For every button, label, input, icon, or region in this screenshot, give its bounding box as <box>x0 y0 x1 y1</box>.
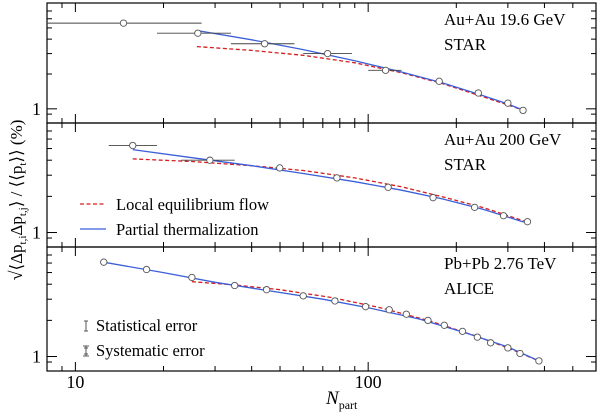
data-point <box>473 333 481 341</box>
panel-experiment-label: STAR <box>444 155 487 174</box>
y-axis-label-part-5: t,j <box>17 207 29 216</box>
partial-thermalization-curve <box>196 29 525 112</box>
y-tick-label: 1 <box>32 347 41 367</box>
legend-flow-label: Local equilibrium flow <box>116 195 269 214</box>
data-point <box>516 349 524 358</box>
data-point <box>429 194 437 202</box>
data-point <box>486 339 495 347</box>
data-point <box>381 66 390 74</box>
legend-syst-label: Systematic error <box>96 341 205 360</box>
data-point <box>470 203 479 212</box>
x-tick-label: 100 <box>355 372 382 392</box>
data-point <box>100 258 108 266</box>
data-point <box>331 297 339 305</box>
data-point <box>458 327 467 336</box>
stat-error-marker <box>84 320 88 332</box>
data-point <box>194 29 202 37</box>
legend-therm-label: Partial thermalization <box>116 220 259 239</box>
y-axis-label-part-4: Δp <box>7 216 26 235</box>
data-point <box>440 321 448 329</box>
data-point <box>299 292 307 300</box>
x-axis-label-main: N <box>325 388 340 409</box>
data-point <box>206 156 214 164</box>
data-point <box>499 212 508 220</box>
data-point <box>474 89 482 97</box>
data-point <box>385 306 393 314</box>
panel-2: 1 Au+Au 200 GeV STAR <box>32 122 597 248</box>
x-axis-label-sub: part <box>339 398 358 412</box>
data-point <box>535 357 543 365</box>
data-point <box>333 174 341 182</box>
chart-panels: 1 Au+Au 19.6 GeV STAR 1 Au+Au 200 GeV STAR 1 Pb… <box>32 2 597 392</box>
y-axis-label-part-2: Δp <box>7 244 26 263</box>
panel-frame <box>46 246 597 372</box>
y-tick-label: 1 <box>32 223 41 243</box>
data-point <box>188 273 196 282</box>
y-axis-label-part-3: t,i <box>17 236 29 245</box>
x-tick-label: 10 <box>66 372 84 392</box>
data-point <box>384 183 392 191</box>
syst-error-marker <box>83 345 89 357</box>
y-axis-label: √⟨Δpt,iΔpt,j⟩ / ⟨⟨pt⟩⟩ (%) <box>6 120 29 281</box>
panel-1: 1 Au+Au 19.6 GeV STAR <box>32 2 597 124</box>
panel-experiment-label: ALICE <box>444 279 494 298</box>
y-axis-label-part-8: ⟨⟨p <box>7 166 26 188</box>
y-axis-label-part-9: t <box>17 163 29 166</box>
data-point <box>323 49 332 58</box>
panel-system-label: Au+Au 200 GeV <box>444 130 562 149</box>
legend-models: Local equilibrium flow Partial thermaliz… <box>80 195 269 239</box>
data-point <box>504 344 512 352</box>
data-point <box>276 164 284 172</box>
data-point <box>519 106 527 115</box>
y-tick-label: 1 <box>32 99 41 119</box>
data-point <box>129 141 137 150</box>
y-axis-label-part-6: ⟩ <box>7 201 26 208</box>
x-axis-label: Npart <box>325 388 358 412</box>
data-point <box>435 77 443 85</box>
data-point <box>262 286 271 294</box>
data-point <box>231 281 239 290</box>
y-axis-label-part-11: (%) <box>7 120 26 150</box>
panel-experiment-label: STAR <box>444 35 487 54</box>
panel-3: 1 Pb+Pb 2.76 TeV ALICE <box>32 246 597 372</box>
y-axis-label-part-7: / <box>7 187 26 200</box>
data-point <box>424 316 432 325</box>
y-axis-label-part-1: ⟨ <box>7 264 26 271</box>
local-equilibrium-flow-curve <box>196 45 525 112</box>
data-point <box>142 265 151 274</box>
y-axis-label-part-10: ⟩⟩ <box>7 149 26 162</box>
data-point <box>119 19 128 27</box>
legend-errors: Statistical error Systematic error <box>83 316 205 360</box>
legend-stat-label: Statistical error <box>96 316 198 335</box>
y-axis-label-part-0: √ <box>6 270 26 280</box>
panel-system-label: Pb+Pb 2.76 TeV <box>444 254 557 273</box>
data-point <box>504 99 512 107</box>
panel-system-label: Au+Au 19.6 GeV <box>444 10 566 29</box>
data-point <box>260 40 269 48</box>
data-point <box>402 310 410 318</box>
data-point <box>523 218 532 226</box>
data-point <box>361 303 370 311</box>
